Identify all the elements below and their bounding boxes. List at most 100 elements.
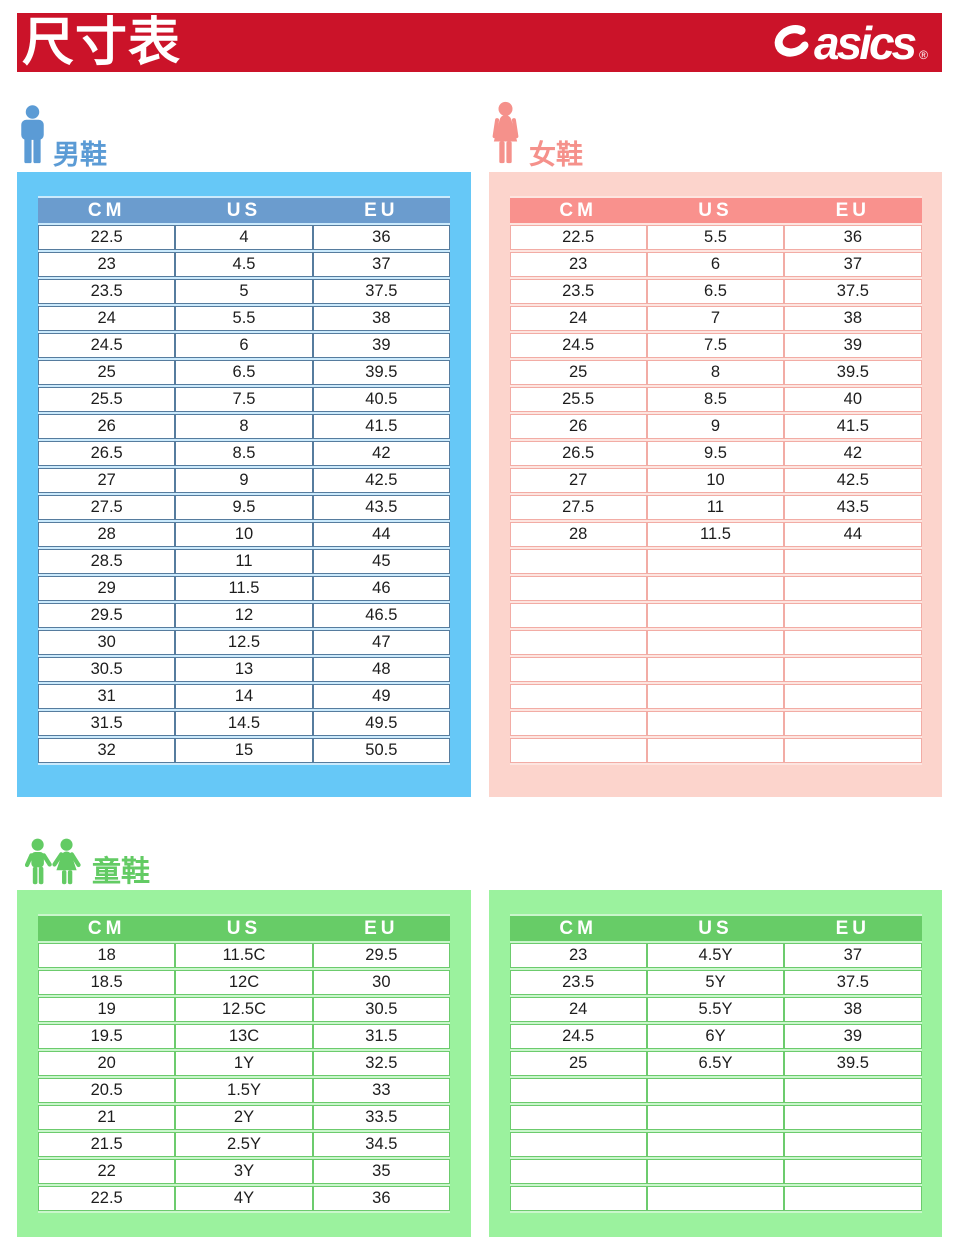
- table-row: 25 8 39.5: [509, 360, 922, 385]
- table-row: 23 4.5Y 37: [509, 943, 922, 968]
- column-header-eu: EU: [784, 916, 922, 941]
- table-row: 32 15 50.5: [38, 738, 450, 763]
- column-header-cm: CM: [509, 198, 647, 223]
- table-row: 29 11.5 46: [38, 576, 450, 601]
- table-row: 21 2Y 33.5: [38, 1105, 450, 1130]
- size-cell: 33: [312, 1078, 450, 1103]
- size-cell: [646, 549, 785, 574]
- table-row: 30.5 13 48: [38, 657, 450, 682]
- section-label-men: 男鞋: [17, 97, 107, 172]
- size-cell: 37: [784, 252, 922, 277]
- table-row: 27.5 9.5 43.5: [38, 495, 450, 520]
- size-cell: 43.5: [312, 495, 450, 520]
- size-cell: 48: [312, 657, 450, 682]
- size-cell: [646, 684, 785, 709]
- size-cell: 40.5: [312, 387, 450, 412]
- table-row: 31 14 49: [38, 684, 450, 709]
- table-row: 25.5 7.5 40.5: [38, 387, 450, 412]
- size-cell: [784, 576, 922, 601]
- table-row: 24 5.5Y 38: [509, 997, 922, 1022]
- size-cell: 25.5: [38, 387, 176, 412]
- size-cell: [784, 738, 922, 763]
- size-cell: 9.5: [646, 441, 785, 466]
- size-cell: 8: [175, 414, 313, 439]
- size-cell: 11.5: [175, 576, 313, 601]
- women-size-table: CM US EU 22.5 5.5 36 23 6 37 23.5 6.5 37.5 24 7 38 2…: [509, 196, 922, 765]
- size-cell: 6: [646, 252, 785, 277]
- size-cell: 3Y: [175, 1159, 313, 1184]
- size-cell: 22.5: [509, 225, 647, 250]
- size-cell: 24.5: [509, 1024, 647, 1049]
- table-row: 18 11.5C 29.5: [38, 943, 450, 968]
- size-cell: [509, 1132, 647, 1157]
- size-cell: 41.5: [784, 414, 922, 439]
- size-cell: 5.5: [175, 306, 313, 331]
- table-header-row: CM US EU: [509, 198, 922, 223]
- size-cell: 13C: [175, 1024, 313, 1049]
- table-header-row: CM US EU: [509, 916, 922, 941]
- size-cell: 25: [509, 1051, 647, 1076]
- size-cell: 23.5: [38, 279, 176, 304]
- size-cell: [646, 711, 785, 736]
- size-cell: 4.5Y: [646, 943, 785, 968]
- column-header-eu: EU: [784, 198, 922, 223]
- size-cell: 39.5: [784, 1051, 922, 1076]
- table-row: 23 6 37: [509, 252, 922, 277]
- women-sizes-panel: CM US EU 22.5 5.5 36 23 6 37 23.5 6.5 37.5 24 7 38 2…: [489, 172, 942, 797]
- table-row: [509, 576, 922, 601]
- woman-icon: [492, 101, 519, 164]
- size-cell: 43.5: [784, 495, 922, 520]
- size-cell: 23: [38, 252, 176, 277]
- size-cell: [509, 549, 647, 574]
- table-row: 22 3Y 35: [38, 1159, 450, 1184]
- man-icon: [21, 105, 44, 164]
- size-cell: 37.5: [784, 279, 922, 304]
- size-cell: 11: [646, 495, 785, 520]
- size-cell: 7.5: [646, 333, 785, 358]
- table-row: 26 8 41.5: [38, 414, 450, 439]
- size-cell: 41.5: [312, 414, 450, 439]
- size-cell: 26: [38, 414, 176, 439]
- table-row: 29.5 12 46.5: [38, 603, 450, 628]
- size-cell: 9.5: [175, 495, 313, 520]
- table-row: [509, 684, 922, 709]
- size-cell: 31.5: [38, 711, 176, 736]
- size-cell: 20: [38, 1051, 176, 1076]
- size-cell: [509, 1159, 647, 1184]
- size-cell: 12C: [175, 970, 313, 995]
- size-cell: 21.5: [38, 1132, 176, 1157]
- table-row: 28 11.5 44: [509, 522, 922, 547]
- size-cell: 26: [509, 414, 647, 439]
- size-cell: 27: [38, 468, 176, 493]
- size-cell: [646, 1105, 785, 1130]
- table-row: 19.5 13C 31.5: [38, 1024, 450, 1049]
- table-row: 24.5 7.5 39: [509, 333, 922, 358]
- size-cell: 31: [38, 684, 176, 709]
- section-label-kids: 童鞋: [25, 836, 150, 890]
- size-cell: 27.5: [509, 495, 647, 520]
- table-row: 20 1Y 32.5: [38, 1051, 450, 1076]
- size-cell: 5.5: [646, 225, 785, 250]
- size-cell: 6.5Y: [646, 1051, 785, 1076]
- size-cell: 44: [784, 522, 922, 547]
- size-cell: 30.5: [312, 997, 450, 1022]
- kids-label-text: 童鞋: [92, 856, 151, 888]
- size-cell: [509, 1105, 647, 1130]
- men-size-table: CM US EU 22.5 4 36 23 4.5 37 23.5 5 37.5 24 5.5 38 2…: [38, 196, 450, 765]
- women-table-head: CM US EU: [509, 198, 922, 223]
- registered-trademark-icon: ®: [919, 47, 928, 62]
- size-cell: 12: [175, 603, 313, 628]
- size-cell: 24: [509, 306, 647, 331]
- table-row: [509, 738, 922, 763]
- size-cell: 13: [175, 657, 313, 682]
- size-cell: [784, 1186, 922, 1211]
- size-cell: 25: [38, 360, 176, 385]
- size-cell: 29.5: [38, 603, 176, 628]
- size-cell: 28.5: [38, 549, 176, 574]
- column-header-us: US: [646, 198, 785, 223]
- table-row: 18.5 12C 30: [38, 970, 450, 995]
- table-row: [509, 1078, 922, 1103]
- size-cell: 6.5: [175, 360, 313, 385]
- size-cell: 30: [38, 630, 176, 655]
- size-cell: 5.5Y: [646, 997, 785, 1022]
